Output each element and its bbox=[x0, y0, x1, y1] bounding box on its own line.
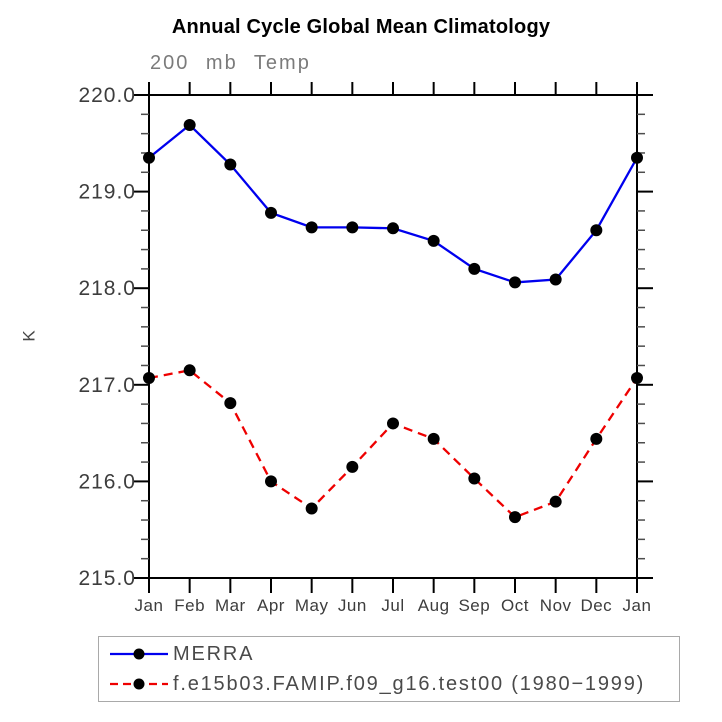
data-point-marker bbox=[346, 221, 359, 234]
data-point-marker bbox=[224, 158, 237, 171]
data-point-marker bbox=[509, 276, 521, 289]
data-point-marker bbox=[143, 372, 155, 385]
data-point-marker bbox=[631, 372, 643, 385]
x-tick-label: Sep bbox=[458, 596, 490, 615]
data-point-marker bbox=[509, 511, 521, 524]
y-tick-label: 217.0 bbox=[78, 374, 136, 397]
legend-item-merra: MERRA bbox=[108, 641, 679, 667]
data-point-marker bbox=[346, 460, 359, 473]
legend-label: MERRA bbox=[173, 642, 255, 665]
data-point-marker bbox=[468, 472, 481, 485]
x-tick-label: Nov bbox=[540, 596, 572, 615]
data-point-marker bbox=[427, 234, 440, 247]
x-tick-label: Jun bbox=[338, 596, 367, 615]
plot-area: 215.0 216.0 217.0 218.0 219.0 220.0 Jan Feb Mar A… bbox=[78, 82, 653, 615]
x-tick-label: Aug bbox=[418, 596, 450, 615]
legend-marker-icon bbox=[133, 648, 145, 660]
data-point-marker bbox=[590, 432, 603, 445]
y-tick-label: 215.0 bbox=[78, 567, 136, 590]
x-tick-label: Dec bbox=[580, 596, 612, 615]
x-tick-label: May bbox=[295, 596, 329, 615]
data-point-marker bbox=[224, 397, 237, 410]
data-point-marker bbox=[427, 432, 440, 445]
y-tick-label: 216.0 bbox=[78, 470, 136, 493]
x-tick-label: Feb bbox=[174, 596, 205, 615]
chart-title: Annual Cycle Global Mean Climatology bbox=[171, 16, 551, 38]
data-point-marker bbox=[387, 417, 399, 430]
x-tick-label: Apr bbox=[257, 596, 285, 615]
data-point-marker bbox=[387, 222, 399, 235]
axis-frame bbox=[148, 94, 638, 579]
data-point-marker bbox=[468, 262, 481, 275]
data-point-marker bbox=[549, 495, 562, 508]
x-tick-label: Oct bbox=[501, 596, 529, 615]
data-point-marker bbox=[631, 151, 643, 164]
series-line-0 bbox=[148, 123, 639, 284]
data-point-marker bbox=[305, 221, 318, 234]
legend-swatch-solid-line bbox=[110, 648, 168, 660]
data-point-marker bbox=[305, 502, 318, 515]
data-point-marker bbox=[265, 475, 277, 488]
data-point-marker bbox=[143, 151, 155, 164]
data-point-marker bbox=[549, 273, 562, 286]
y-tick-label: 220.0 bbox=[78, 84, 136, 107]
data-point-marker bbox=[265, 206, 277, 219]
legend-marker-icon bbox=[133, 678, 145, 690]
data-point-marker bbox=[183, 118, 196, 131]
y-tick-label: 218.0 bbox=[78, 277, 136, 300]
x-tick-label: Mar bbox=[215, 596, 246, 615]
legend-swatch-dashed-line bbox=[110, 678, 168, 690]
data-point-marker bbox=[590, 224, 603, 237]
legend-item-model: f.e15b03.FAMIP.f09_g16.test00 (1980−1999… bbox=[108, 671, 679, 697]
y-tick-label: 219.0 bbox=[78, 181, 136, 204]
x-tick-label: Jul bbox=[381, 596, 404, 615]
data-point-marker bbox=[183, 364, 196, 377]
x-tick-label: Jan bbox=[135, 596, 164, 615]
series-line-1 bbox=[148, 369, 638, 519]
legend-label: f.e15b03.FAMIP.f09_g16.test00 (1980−1999… bbox=[173, 672, 646, 695]
x-tick-label: Jan bbox=[623, 596, 652, 615]
legend: MERRA f.e15b03.FAMIP.f09_g16.test00 (198… bbox=[98, 636, 680, 702]
chart-subtitle: 200 mb Temp bbox=[150, 52, 311, 74]
